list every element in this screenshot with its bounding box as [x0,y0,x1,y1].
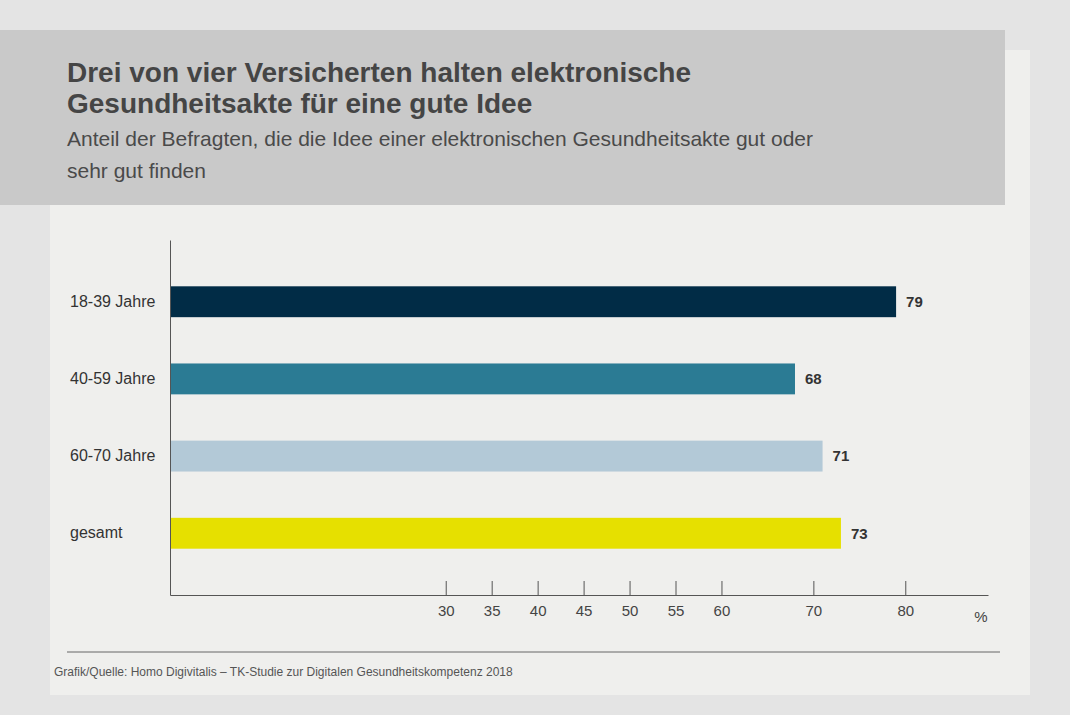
data-label: 73 [851,525,868,542]
x-tick-label: 30 [438,602,455,619]
data-label: 79 [906,293,923,310]
y-tick: 60-70 Jahre [70,447,170,464]
title: Drei von vier Versicherten halten elektr… [67,57,691,88]
x-tick-mark [538,581,539,595]
y-axis: 18-39 Jahre 40-59 Jahre 60-70 Jahre gesamt [70,241,171,596]
x-tick-mark [905,581,906,595]
y-tick: 40-59 Jahre [70,370,170,387]
bar [170,441,823,472]
category-label: 18-39 Jahre [70,293,155,310]
subtitle: sehr gut finden [67,159,206,182]
subtitle: Anteil der Befragten, die die Idee einer… [67,127,813,150]
footer-rule [67,652,1000,653]
x-tick: 50 [622,581,639,619]
x-tick-mark [676,581,677,595]
x-tick-label: 80 [897,602,914,619]
x-tick-label: 50 [622,602,639,619]
x-tick-label: 60 [714,602,731,619]
x-axis: 30 35 40 45 50 55 60 70 80 [171,581,989,619]
x-axis-label: % [974,608,987,625]
x-tick-mark [492,581,493,595]
data-label: 71 [833,447,850,464]
data-label: 68 [805,370,822,387]
category-label: gesamt [70,524,123,541]
bar [170,286,896,317]
bar [170,363,795,394]
x-tick: 40 [530,581,547,619]
title: Gesundheitsakte für eine gute Idee [67,88,532,119]
bar [170,518,841,549]
x-tick-label: 40 [530,602,547,619]
bars [170,286,896,548]
y-tick: gesamt [70,524,170,541]
data-labels: 79 68 71 73 [805,293,923,542]
x-tick: 70 [806,581,823,619]
x-tick-mark [446,581,447,595]
y-tick: 18-39 Jahre [70,293,170,310]
source: Grafik/Quelle: Homo Digivitalis – TK-Stu… [54,665,513,679]
x-tick-label: 35 [484,602,501,619]
x-tick-mark [721,581,722,595]
header-band [0,30,1005,205]
background [0,0,1070,715]
x-tick: 35 [484,581,501,619]
x-tick-label: 55 [668,602,685,619]
x-tick: 55 [668,581,685,619]
x-tick-label: 70 [806,602,823,619]
x-tick-mark [630,581,631,595]
y-axis-line [170,241,171,596]
x-axis-line [171,595,989,596]
x-tick-label: 45 [576,602,593,619]
category-label: 40-59 Jahre [70,370,155,387]
x-tick: 30 [438,581,455,619]
x-tick: 45 [576,581,593,619]
x-tick-mark [584,581,585,595]
category-label: 60-70 Jahre [70,447,155,464]
chart: Drei von vier Versicherten halten elektr… [0,0,1070,715]
x-tick: 60 [714,581,731,619]
x-tick: 80 [897,581,914,619]
x-tick-mark [813,581,814,595]
